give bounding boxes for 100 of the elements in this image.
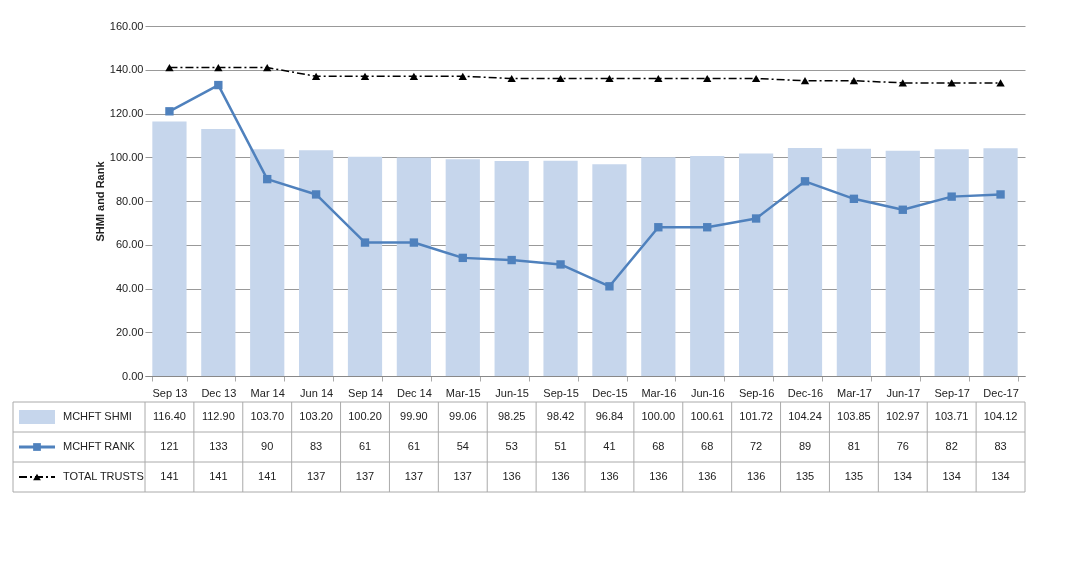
bar	[152, 121, 187, 376]
point	[556, 260, 565, 269]
data-label: 141	[209, 470, 228, 482]
y-tick-label: 80.00	[115, 194, 144, 207]
bar	[690, 155, 725, 376]
data-label: 54	[456, 440, 469, 452]
data-label: 141	[258, 470, 277, 482]
y-tick-label: 160.00	[109, 19, 144, 32]
y-tick-label: 140.00	[109, 63, 144, 76]
point	[849, 194, 859, 203]
data-label: 100.61	[690, 410, 725, 422]
x-tick-label: Sep 13	[152, 386, 188, 399]
bar	[396, 157, 431, 376]
data-label: 135	[795, 470, 815, 482]
y-tick-label: 40.00	[115, 282, 144, 294]
data-label: 83	[309, 440, 323, 452]
data-label: 112.90	[201, 410, 235, 422]
x-tick-label: Jun-16	[690, 386, 725, 399]
y-tick-label: 120.00	[109, 107, 144, 119]
point	[800, 77, 810, 85]
point	[409, 238, 419, 247]
x-tick-label: Dec-17	[983, 386, 1019, 399]
point	[556, 74, 565, 83]
bar	[347, 156, 383, 376]
bar	[445, 159, 480, 376]
x-tick-label: Jun-15	[495, 386, 529, 399]
point	[947, 192, 956, 201]
point	[360, 238, 370, 247]
point	[605, 74, 614, 83]
data-label: 53	[505, 440, 518, 452]
point	[849, 77, 859, 85]
data-label: 137	[404, 470, 424, 482]
data-label: 89	[798, 440, 812, 452]
point	[703, 74, 712, 83]
data-label: 83	[994, 440, 1007, 452]
data-label: 136	[600, 470, 619, 482]
data-label: 72	[749, 440, 763, 452]
y-tick-label: 20.00	[115, 325, 144, 338]
data-label: 137	[306, 470, 326, 482]
data-label: 136	[698, 470, 717, 482]
bar	[641, 157, 676, 376]
x-tick-label: Dec-15	[592, 386, 628, 399]
point	[263, 63, 272, 72]
data-label: 133	[209, 440, 228, 452]
data-label: 101.72	[739, 410, 773, 422]
legend-label: MCHFT RANK	[63, 440, 136, 452]
point	[996, 79, 1005, 87]
x-tick-label: Mar-16	[641, 386, 677, 399]
x-tick-label: Mar 14	[250, 386, 285, 399]
x-tick-label: Mar-15	[445, 386, 481, 399]
bar	[494, 161, 529, 376]
point	[263, 174, 272, 184]
data-label: 141	[160, 470, 179, 482]
data-label: 104.12	[983, 410, 1018, 422]
data-label: 136	[649, 470, 668, 482]
x-tick-label: Dec-16	[787, 386, 824, 399]
point	[409, 72, 419, 80]
point	[214, 80, 223, 90]
data-label: 135	[844, 470, 864, 482]
data-label: 103.85	[837, 410, 871, 422]
bar	[592, 164, 627, 376]
x-tick-label: Sep-16	[738, 386, 775, 399]
data-label: 81	[847, 440, 861, 452]
point	[311, 72, 321, 80]
point	[605, 282, 614, 291]
data-label: 99.90	[400, 410, 428, 422]
point	[214, 63, 223, 72]
data-label: 121	[160, 440, 179, 452]
x-tick-label: Sep-17	[934, 386, 970, 399]
x-tick-label: Mar-17	[836, 386, 872, 399]
data-label: 51	[554, 440, 567, 452]
point	[507, 74, 516, 83]
data-label: 136	[746, 470, 766, 482]
x-tick-label: Sep-15	[543, 386, 579, 399]
y-tick-label: 100.00	[109, 150, 144, 163]
data-label: 103.71	[934, 410, 969, 422]
point	[800, 177, 810, 186]
x-tick-label: Dec 13	[201, 386, 237, 399]
data-label: 61	[358, 440, 372, 452]
data-label: 134	[893, 470, 912, 482]
data-label: 102.97	[885, 410, 920, 422]
x-tick-label: Jun-17	[886, 386, 921, 399]
x-tick-label: Sep 14	[348, 386, 383, 399]
y-axis-title: SHMI and Rank	[93, 160, 106, 242]
point	[996, 190, 1005, 199]
data-label: 98.25	[497, 410, 526, 422]
bar	[787, 147, 823, 376]
bar	[836, 148, 871, 376]
point	[360, 72, 370, 80]
point	[458, 253, 467, 263]
point	[458, 72, 467, 80]
y-tick-label: 60.00	[115, 238, 144, 251]
point	[165, 63, 174, 72]
bar	[885, 150, 920, 376]
data-label: 99.06	[449, 410, 477, 422]
point	[654, 223, 663, 232]
bar	[201, 129, 236, 376]
data-label: 82	[945, 440, 958, 452]
point	[165, 107, 174, 116]
data-label: 61	[407, 440, 421, 452]
